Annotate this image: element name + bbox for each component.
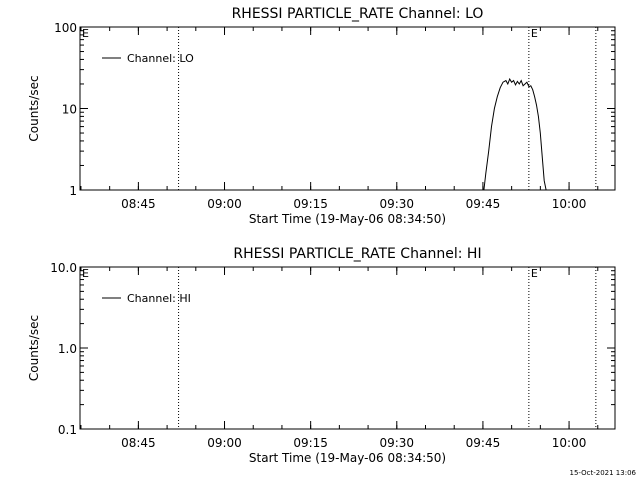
lo-x-tick-label: 09:00 xyxy=(207,197,242,211)
lo-edge-marker-label: E xyxy=(82,27,89,40)
lo-x-tick-label: 09:15 xyxy=(293,197,328,211)
lo-x-axis-label: Start Time (19-May-06 08:34:50) xyxy=(249,212,446,226)
hi-x-tick-label: 09:30 xyxy=(379,436,414,450)
hi-chart-title: RHESSI PARTICLE_RATE Channel: HI xyxy=(233,246,481,262)
hi-edge-marker-label: E xyxy=(82,267,89,280)
hi-x-tick-label: 09:15 xyxy=(293,436,328,450)
hi-x-tick-label: 10:00 xyxy=(552,436,587,450)
lo-series-line xyxy=(483,77,548,191)
lo-x-tick-label: 10:00 xyxy=(552,197,587,211)
hi-y-axis-label: Counts/sec xyxy=(27,315,41,381)
lo-event-marker-label: E xyxy=(531,27,538,40)
lo-chart-title: RHESSI PARTICLE_RATE Channel: LO xyxy=(232,6,484,22)
lo-x-tick-label: 09:30 xyxy=(379,197,414,211)
hi-y-tick-label: 1.0 xyxy=(58,342,77,356)
hi-x-tick-label: 09:00 xyxy=(207,436,242,450)
lo-y-tick-label: 10 xyxy=(62,103,77,117)
hi-x-axis-label: Start Time (19-May-06 08:34:50) xyxy=(249,451,446,465)
lo-y-axis-label: Counts/sec xyxy=(27,75,41,141)
lo-y-tick-label: 100 xyxy=(54,21,77,35)
footer-timestamp: 15-Oct-2021 13:06 xyxy=(569,469,636,477)
lo-legend-label: Channel: LO xyxy=(127,52,194,65)
hi-event-marker-label: E xyxy=(531,267,538,280)
lo-y-tick-label: 1 xyxy=(69,184,77,198)
hi-legend-label: Channel: HI xyxy=(127,292,191,305)
hi-x-tick-label: 09:45 xyxy=(466,436,501,450)
lo-x-tick-label: 09:45 xyxy=(466,197,501,211)
hi-y-tick-label: 10.0 xyxy=(50,261,77,275)
hi-x-tick-label: 08:45 xyxy=(121,436,156,450)
hi-y-tick-label: 0.1 xyxy=(58,423,77,437)
lo-x-tick-label: 08:45 xyxy=(121,197,156,211)
